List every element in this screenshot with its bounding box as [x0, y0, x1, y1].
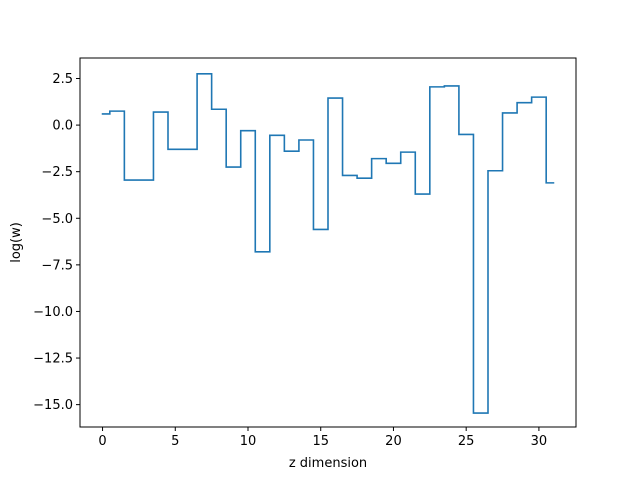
y-tick-label: 0.0: [52, 119, 73, 134]
y-tick-label: −2.5: [41, 165, 73, 180]
series-layer: [101, 73, 555, 414]
y-tick-label: −15.0: [33, 398, 73, 413]
y-axis-title: log(w): [9, 222, 24, 263]
y-tick-label: −7.5: [41, 258, 73, 273]
plot-frame: [79, 57, 577, 428]
x-axis-title: z dimension: [289, 456, 367, 471]
x-tick-label: 30: [531, 434, 548, 449]
series-step-line: [101, 73, 555, 414]
x-tick-label: 15: [312, 434, 329, 449]
y-tick-label: 2.5: [52, 72, 73, 87]
ticks-layer: 0 5 10 15 20 25 30 2.5 0.0 −2.5 −5.0 −7.5 −10.0 −12.5…: [33, 72, 547, 449]
x-tick-label: 0: [98, 434, 106, 449]
x-tick-label: 20: [385, 434, 402, 449]
y-tick-label: −10.0: [33, 305, 73, 320]
x-tick-label: 5: [171, 434, 179, 449]
y-tick-label: −5.0: [41, 212, 73, 227]
x-tick-label: 10: [240, 434, 257, 449]
x-tick-label: 25: [458, 434, 475, 449]
y-tick-label: −12.5: [33, 352, 73, 367]
